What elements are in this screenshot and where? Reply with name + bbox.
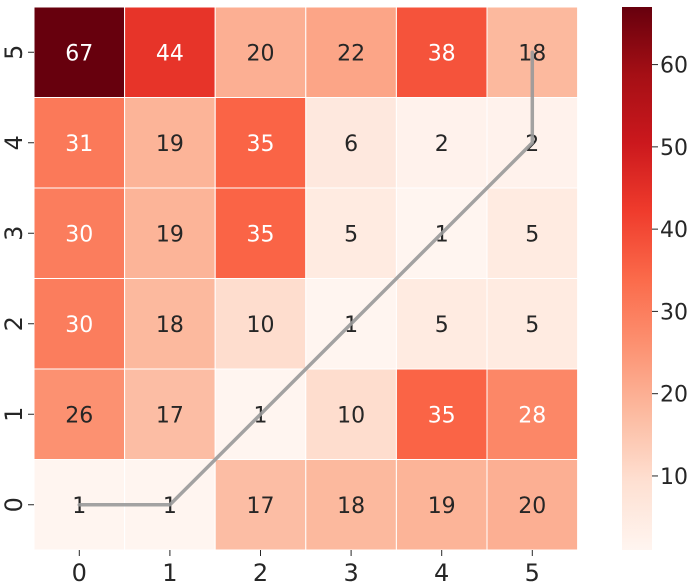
cell-value-label: 31 [65,132,93,157]
heatmap-cell [395,6,488,98]
colorbar: 10 20 30 40 50 60 [622,7,688,550]
heatmap-cell [214,187,307,279]
heatmap-cell [124,187,216,279]
heatmap-cell [33,187,126,279]
cell-value-label: 35 [247,132,275,157]
colorbar-tick-label: 40 [660,218,688,243]
cell-value-label: 20 [518,494,546,519]
cell-value-label: 22 [337,41,365,66]
colorbar-tick-label: 30 [660,300,688,325]
x-tick-label: 5 [525,559,540,585]
cell-value-label: 30 [65,313,93,338]
heatmap-cell [305,97,397,189]
cell-value-label: 18 [337,494,365,519]
heatmap-cell [395,368,488,460]
colorbar-gradient [622,7,652,550]
heatmap-cell [124,6,216,98]
heatmap-cell [33,368,126,460]
cell-value-label: 20 [247,41,275,66]
colorbar-tick-label: 50 [660,136,688,161]
heatmap-cell [124,97,216,189]
heatmap-cell [486,278,579,370]
cell-value-label: 38 [428,41,456,66]
cell-value-label: 5 [525,222,539,247]
y-tick-label: 5 [0,45,28,60]
cell-value-label: 26 [65,403,93,428]
cell-value-label: 35 [428,403,456,428]
cell-value-label: 44 [156,41,184,66]
heatmap-cell [33,6,126,98]
cell-value-label: 19 [156,132,184,157]
path-line [77,50,535,507]
cell-value-label: 2 [435,132,449,157]
cell-value-label: 18 [156,313,184,338]
cell-value-label: 30 [65,222,93,247]
heatmap-cell [214,278,307,370]
y-tick-label: 0 [0,497,28,512]
cell-value-label: 67 [65,41,93,66]
heatmap-cell [124,278,216,370]
colorbar-tick-label: 20 [660,383,688,408]
heatmap-cells [33,6,579,551]
x-tick-label: 2 [253,559,268,585]
heatmap-cell [486,187,579,279]
heatmap-cell [33,278,126,370]
y-tick-label: 2 [0,316,28,331]
x-tick-label: 1 [162,559,177,585]
cell-value-label: 19 [156,222,184,247]
cell-value-label: 28 [518,403,546,428]
y-axis: 5 4 3 2 1 0 [0,45,34,512]
heatmap-cell [305,368,397,460]
heatmap-cell [486,368,579,460]
heatmap-cell [214,6,307,98]
x-tick-label: 0 [72,559,87,585]
cell-value-label: 6 [344,132,358,157]
cell-value-label: 5 [344,222,358,247]
colorbar-tick-label: 10 [660,465,688,490]
cell-value-label: 5 [525,313,539,338]
x-tick-label: 4 [434,559,449,585]
heatmap-cell [395,278,488,370]
heatmap-cell [305,187,397,279]
heatmap-cell [486,459,579,551]
y-tick-label: 1 [0,407,28,422]
x-tick-label: 3 [343,559,358,585]
cell-value-label: 17 [156,403,184,428]
cell-value-label: 5 [435,313,449,338]
cell-value-label: 19 [428,494,456,519]
cell-value-label: 10 [337,403,365,428]
y-tick-label: 4 [0,135,28,150]
cell-value-label: 10 [247,313,275,338]
cell-value-label: 17 [247,494,275,519]
path-overlay [77,50,535,507]
heatmap-cell [395,459,488,551]
heatmap-cell [305,6,397,98]
y-tick-label: 3 [0,226,28,241]
x-axis: 0 1 2 3 4 5 [72,550,540,585]
colorbar-tick-label: 60 [660,54,688,79]
cell-value-label: 35 [247,222,275,247]
